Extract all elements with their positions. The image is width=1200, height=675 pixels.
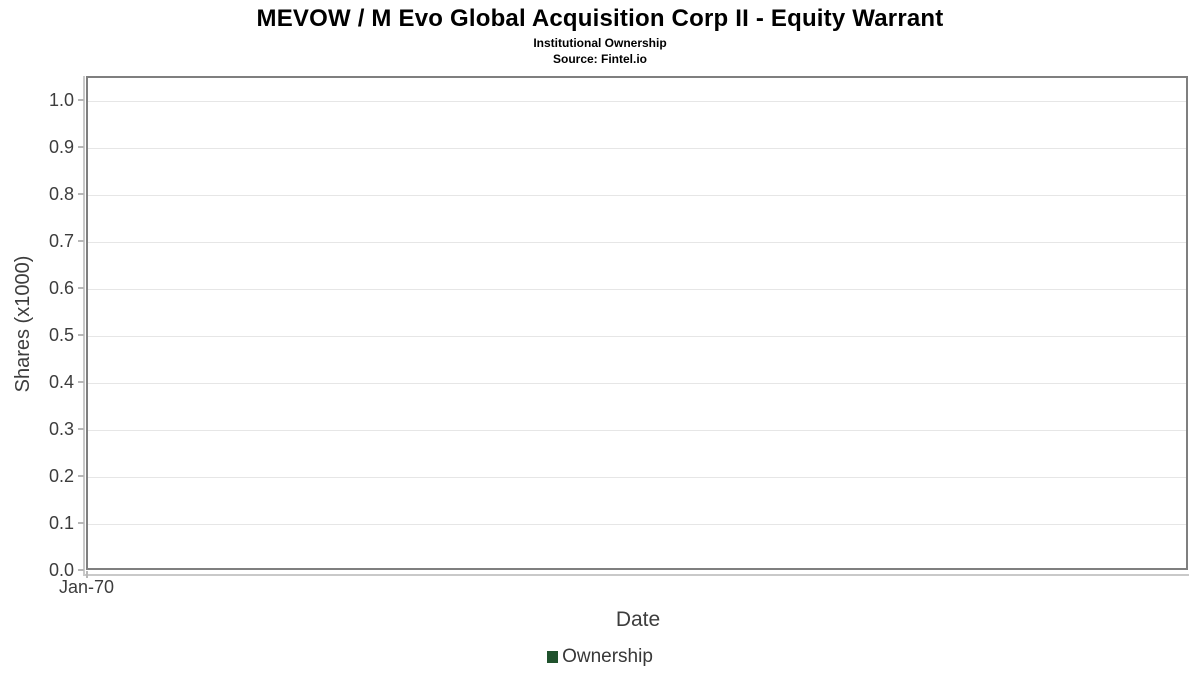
y-axis-tick xyxy=(78,522,84,524)
gridline xyxy=(88,524,1186,525)
chart-title: MEVOW / M Evo Global Acquisition Corp II… xyxy=(256,5,944,32)
y-tick-label: 0.3 xyxy=(48,419,74,439)
chart-subtitle: Institutional Ownership xyxy=(533,36,667,50)
y-axis-tick xyxy=(78,99,84,101)
y-tick-label: 0.2 xyxy=(48,466,74,486)
legend-label: Ownership xyxy=(562,646,653,667)
gridline xyxy=(88,336,1186,337)
y-axis-tick xyxy=(78,334,84,336)
gridline xyxy=(88,101,1186,102)
y-tick-label: 0.7 xyxy=(48,231,74,251)
legend-swatch-icon xyxy=(547,651,559,663)
x-axis-tick xyxy=(86,571,88,578)
x-axis-title: Date xyxy=(615,608,661,631)
legend-item: Ownership xyxy=(547,646,653,668)
gridline xyxy=(88,195,1186,196)
gridline xyxy=(88,242,1186,243)
y-tick-label: 0.0 xyxy=(48,560,74,580)
x-tick-label: Jan-70 xyxy=(58,577,115,597)
y-tick-label: 1.0 xyxy=(48,90,74,110)
y-axis-tick xyxy=(78,146,84,148)
gridline xyxy=(88,289,1186,290)
x-axis-line xyxy=(83,574,1189,576)
y-tick-label: 0.4 xyxy=(48,372,74,392)
y-axis-tick xyxy=(78,287,84,289)
y-axis-tick xyxy=(78,569,84,571)
y-axis-title: Shares (x1000) xyxy=(12,255,34,393)
y-tick-label: 0.5 xyxy=(48,325,74,345)
chart-plot-area xyxy=(86,76,1188,570)
y-tick-label: 0.9 xyxy=(48,137,74,157)
y-axis-line xyxy=(83,76,85,576)
gridline xyxy=(88,148,1186,149)
gridline xyxy=(88,383,1186,384)
y-axis-tick xyxy=(78,193,84,195)
y-tick-label: 0.8 xyxy=(48,184,74,204)
y-axis-tick xyxy=(78,428,84,430)
y-axis-tick xyxy=(78,240,84,242)
y-axis-tick xyxy=(78,381,84,383)
y-tick-label: 0.6 xyxy=(48,278,74,298)
y-tick-label: 0.1 xyxy=(48,513,74,533)
gridline xyxy=(88,430,1186,431)
y-axis-tick xyxy=(78,475,84,477)
legend: Ownership xyxy=(0,646,1200,668)
gridline xyxy=(88,477,1186,478)
chart-source: Source: Fintel.io xyxy=(552,52,647,66)
